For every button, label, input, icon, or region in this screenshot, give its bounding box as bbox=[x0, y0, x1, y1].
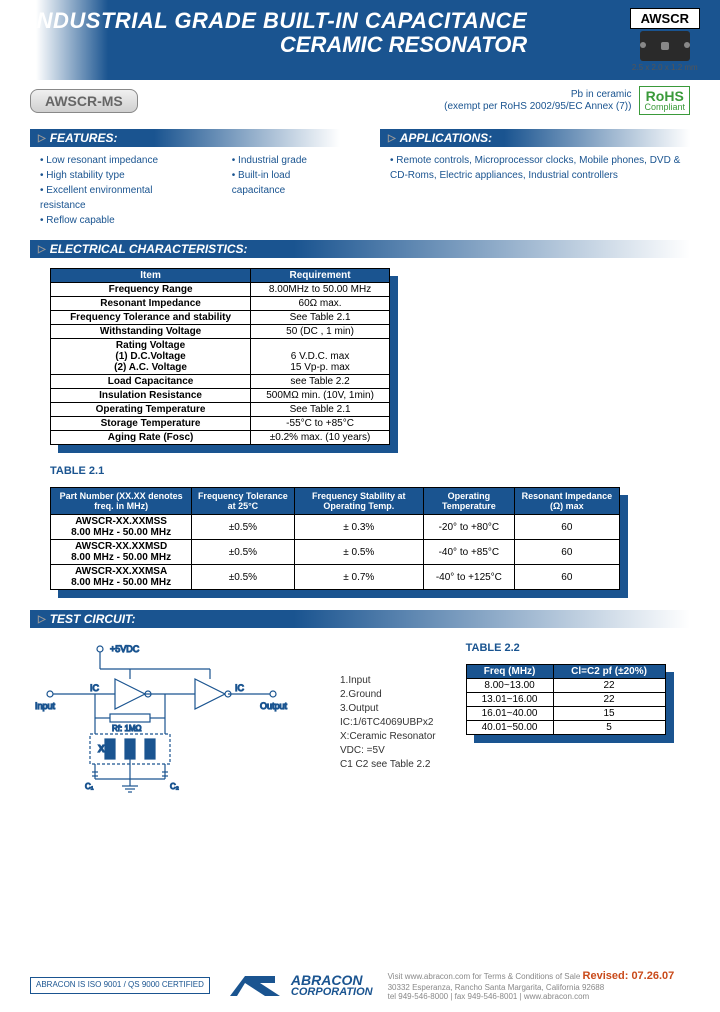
table-row: AWSCR-XX.XXMSS8.00 MHz - 50.00 MHz±0.5%±… bbox=[51, 515, 620, 540]
table-row: 16.01~40.0015 bbox=[466, 707, 665, 721]
chip-dimensions: 2.5 x 2.0 x 1.2 mm bbox=[632, 63, 698, 72]
features-col2: Industrial gradeBuilt-in load capacitanc… bbox=[222, 153, 340, 228]
table-row: Load Capacitancesee Table 2.2 bbox=[51, 375, 390, 389]
circuit-note: 3.Output bbox=[340, 702, 436, 716]
t22-th-freq: Freq (MHz) bbox=[466, 665, 553, 679]
table-header: Part Number (XX.XX denotes freq. in MHz) bbox=[51, 488, 192, 515]
electrical-table: Item Requirement Frequency Range8.00MHz … bbox=[50, 268, 390, 445]
table21-label: TABLE 2.1 bbox=[50, 465, 690, 477]
svg-text:C₁: C₁ bbox=[85, 782, 94, 791]
feature-item: Low resonant impedance bbox=[40, 153, 192, 168]
subheader: AWSCR-MS Pb in ceramic (exempt per RoHS … bbox=[0, 80, 720, 121]
circuit-note: C1 C2 see Table 2.2 bbox=[340, 758, 436, 772]
feature-item: Excellent environmental resistance bbox=[40, 183, 192, 213]
rohs-compliant: Compliant bbox=[644, 103, 685, 112]
features-applications-row: FEATURES: Low resonant impedanceHigh sta… bbox=[30, 129, 690, 228]
svg-text:IC: IC bbox=[235, 683, 245, 693]
table-header: Operating Temperature bbox=[424, 488, 515, 515]
table22-label: TABLE 2.2 bbox=[466, 642, 666, 654]
electrical-section: ELECTRICAL CHARACTERISTICS: Item Require… bbox=[30, 240, 690, 590]
circuit-note: X:Ceramic Resonator bbox=[340, 730, 436, 744]
circuit-notes: 1.Input2.Ground3.OutputIC:1/6TC4069UBPx2… bbox=[340, 674, 436, 772]
pb-line2: (exempt per RoHS 2002/95/EC Annex (7)) bbox=[444, 101, 631, 112]
table-row: Withstanding Voltage50 (DC , 1 min) bbox=[51, 325, 390, 339]
applications-heading: APPLICATIONS: bbox=[380, 129, 690, 147]
table-row: Operating TemperatureSee Table 2.1 bbox=[51, 403, 390, 417]
feature-item: Industrial grade bbox=[232, 153, 340, 168]
revised-date: Revised: 07.26.07 bbox=[583, 970, 675, 982]
elec-th-item: Item bbox=[51, 269, 251, 283]
features-heading: FEATURES: bbox=[30, 129, 340, 147]
part-number-badge: AWSCR-MS bbox=[30, 89, 138, 113]
electrical-heading: ELECTRICAL CHARACTERISTICS: bbox=[30, 240, 690, 258]
table-header: Frequency Stability at Operating Temp. bbox=[294, 488, 423, 515]
chip-part-label: AWSCR bbox=[630, 8, 700, 29]
header-banner: INDUSTRIAL GRADE BUILT-IN CAPACITANCE CE… bbox=[0, 0, 720, 80]
pb-line1: Pb in ceramic bbox=[571, 89, 632, 100]
test-circuit-heading: TEST CIRCUIT: bbox=[30, 610, 690, 628]
footer: ABRACON IS ISO 9001 / QS 9000 CERTIFIED … bbox=[0, 970, 720, 1002]
table-row: Storage Temperature-55°C to +85°C bbox=[51, 417, 390, 431]
title-block: INDUSTRIAL GRADE BUILT-IN CAPACITANCE CE… bbox=[30, 8, 527, 58]
table-row: Aging Rate (Fosc)±0.2% max. (10 years) bbox=[51, 431, 390, 445]
footer-address: 30332 Esperanza, Rancho Santa Margarita,… bbox=[388, 983, 690, 993]
elec-th-req: Requirement bbox=[251, 269, 390, 283]
features-section: FEATURES: Low resonant impedanceHigh sta… bbox=[30, 129, 340, 228]
rohs-label: RoHS bbox=[644, 89, 685, 103]
footer-contact: tel 949-546-8000 | fax 949-546-8001 | ww… bbox=[388, 992, 690, 1002]
company-logo: ABRACON CORPORATION bbox=[225, 971, 373, 1001]
table-row: AWSCR-XX.XXMSA8.00 MHz - 50.00 MHz±0.5%±… bbox=[51, 565, 620, 590]
chip-image bbox=[640, 31, 690, 61]
table-row: 40.01~50.005 bbox=[466, 721, 665, 735]
test-circuit-section: TEST CIRCUIT: +5VDC IC IC Input Output Rf… bbox=[30, 610, 690, 794]
table-row: 13.01~16.0022 bbox=[466, 693, 665, 707]
table-2-1: Part Number (XX.XX denotes freq. in MHz)… bbox=[50, 487, 620, 590]
table-row: Resonant Impedance60Ω max. bbox=[51, 297, 390, 311]
features-col1: Low resonant impedanceHigh stability typ… bbox=[30, 153, 192, 228]
svg-text:Input: Input bbox=[35, 701, 56, 711]
chip-box: AWSCR 2.5 x 2.0 x 1.2 mm bbox=[630, 8, 700, 72]
footer-info: Visit www.abracon.com for Terms & Condit… bbox=[388, 970, 690, 1002]
table22-block: TABLE 2.2 Freq (MHz) Cl=C2 pf (±20%) 8.0… bbox=[466, 634, 666, 755]
company-name-1: ABRACON bbox=[291, 973, 373, 987]
company-name-2: CORPORATION bbox=[291, 987, 373, 998]
feature-item: High stability type bbox=[40, 168, 192, 183]
svg-text:Output: Output bbox=[260, 701, 288, 711]
cert-box: ABRACON IS ISO 9001 / QS 9000 CERTIFIED bbox=[30, 977, 210, 994]
table-row: Rating Voltage (1) D.C.Voltage (2) A.C. … bbox=[51, 339, 390, 375]
svg-text:IC: IC bbox=[90, 683, 100, 693]
circuit-note: 2.Ground bbox=[340, 688, 436, 702]
table-header: Frequency Tolerance at 25°C bbox=[192, 488, 294, 515]
feature-item: Built-in load capacitance bbox=[232, 168, 340, 198]
title-line2: CERAMIC RESONATOR bbox=[30, 32, 527, 58]
table-row: Frequency Tolerance and stabilitySee Tab… bbox=[51, 311, 390, 325]
circuit-note: VDC: =5V bbox=[340, 744, 436, 758]
svg-text:C₂: C₂ bbox=[170, 782, 179, 791]
applications-list: Remote controls, Microprocessor clocks, … bbox=[380, 153, 690, 183]
title-line1: INDUSTRIAL GRADE BUILT-IN CAPACITANCE bbox=[30, 8, 527, 34]
application-item: Remote controls, Microprocessor clocks, … bbox=[390, 153, 690, 183]
compliance-block: Pb in ceramic (exempt per RoHS 2002/95/E… bbox=[444, 86, 690, 115]
pb-ceramic-text: Pb in ceramic (exempt per RoHS 2002/95/E… bbox=[444, 89, 631, 113]
circuit-note: 1.Input bbox=[340, 674, 436, 688]
t22-th-cap: Cl=C2 pf (±20%) bbox=[553, 665, 665, 679]
footer-terms: Visit www.abracon.com for Terms & Condit… bbox=[388, 972, 581, 981]
rohs-badge: RoHS Compliant bbox=[639, 86, 690, 115]
table-row: AWSCR-XX.XXMSD8.00 MHz - 50.00 MHz±0.5%±… bbox=[51, 540, 620, 565]
applications-section: APPLICATIONS: Remote controls, Microproc… bbox=[380, 129, 690, 228]
table-header: Resonant Impedance (Ω) max bbox=[514, 488, 619, 515]
svg-text:Rf: 1MΩ: Rf: 1MΩ bbox=[112, 724, 142, 733]
table-row: 8.00~13.0022 bbox=[466, 679, 665, 693]
table-2-2: Freq (MHz) Cl=C2 pf (±20%) 8.00~13.00221… bbox=[466, 664, 666, 735]
table-row: Frequency Range8.00MHz to 50.00 MHz bbox=[51, 283, 390, 297]
circuit-diagram: +5VDC IC IC Input Output Rf: 1MΩ X C₁ C₂ bbox=[30, 634, 310, 794]
circuit-note: IC:1/6TC4069UBPx2 bbox=[340, 716, 436, 730]
vcc-label: +5VDC bbox=[110, 644, 140, 654]
svg-text:X: X bbox=[98, 744, 105, 755]
abracon-logo-icon bbox=[225, 971, 285, 1001]
feature-item: Reflow capable bbox=[40, 213, 192, 228]
table-row: Insulation Resistance500MΩ min. (10V, 1m… bbox=[51, 389, 390, 403]
